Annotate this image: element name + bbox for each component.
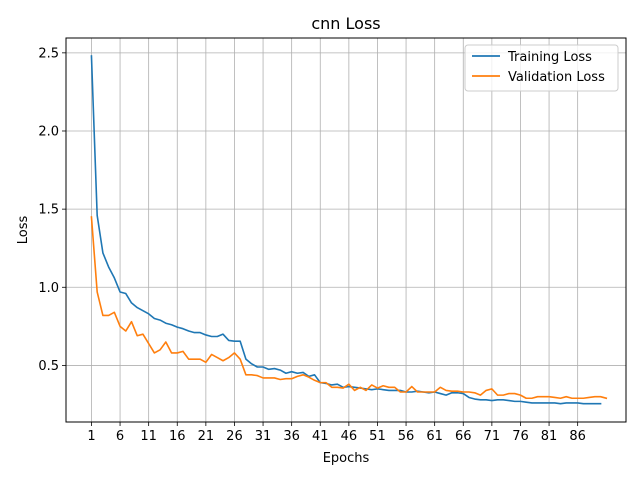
x-tick-label: 66 — [455, 429, 472, 444]
validation-loss-line — [90, 216, 608, 400]
x-tick-label: 1 — [87, 429, 95, 444]
x-axis-label: Epochs — [323, 451, 370, 466]
y-axis-label: Loss — [16, 216, 31, 245]
x-tick-label: 81 — [541, 429, 558, 444]
y-tick-label: 2.5 — [38, 46, 59, 61]
legend-box — [464, 44, 619, 92]
y-tick-label: 0.5 — [38, 359, 59, 374]
x-tick-label: 6 — [116, 429, 124, 444]
x-tick-label: 86 — [569, 429, 586, 444]
x-tick-label: 21 — [198, 429, 215, 444]
x-tick-label: 16 — [169, 429, 186, 444]
x-tick-label: 76 — [512, 429, 529, 444]
x-tick-label: 56 — [398, 429, 415, 444]
x-ticks: 1 6 11 16 21 26 31 36 41 46 51 56 61 66 71 76 81 86 — [87, 422, 586, 444]
plot-frame — [65, 37, 627, 423]
y-ticks: 0.5 1.0 1.5 2.0 2.5 — [38, 46, 66, 374]
series-lines — [90, 55, 608, 405]
y-tick-label: 1.5 — [38, 203, 59, 218]
x-tick-label: 36 — [283, 429, 300, 444]
legend-label-validation: Validation Loss — [508, 70, 605, 85]
x-tick-label: 61 — [426, 429, 443, 444]
x-tick-label: 41 — [312, 429, 329, 444]
y-tick-label: 1.0 — [38, 281, 59, 296]
legend-label-training: Training Loss — [507, 50, 592, 65]
x-tick-label: 11 — [140, 429, 157, 444]
x-tick-label: 71 — [484, 429, 501, 444]
chart-title: cnn Loss — [311, 14, 380, 33]
x-tick-label: 31 — [255, 429, 272, 444]
grid — [66, 38, 626, 422]
x-tick-label: 46 — [341, 429, 358, 444]
x-tick-label: 51 — [369, 429, 386, 444]
y-tick-label: 2.0 — [38, 124, 59, 139]
legend: Training Loss Validation Loss — [464, 44, 619, 92]
x-tick-label: 26 — [226, 429, 243, 444]
